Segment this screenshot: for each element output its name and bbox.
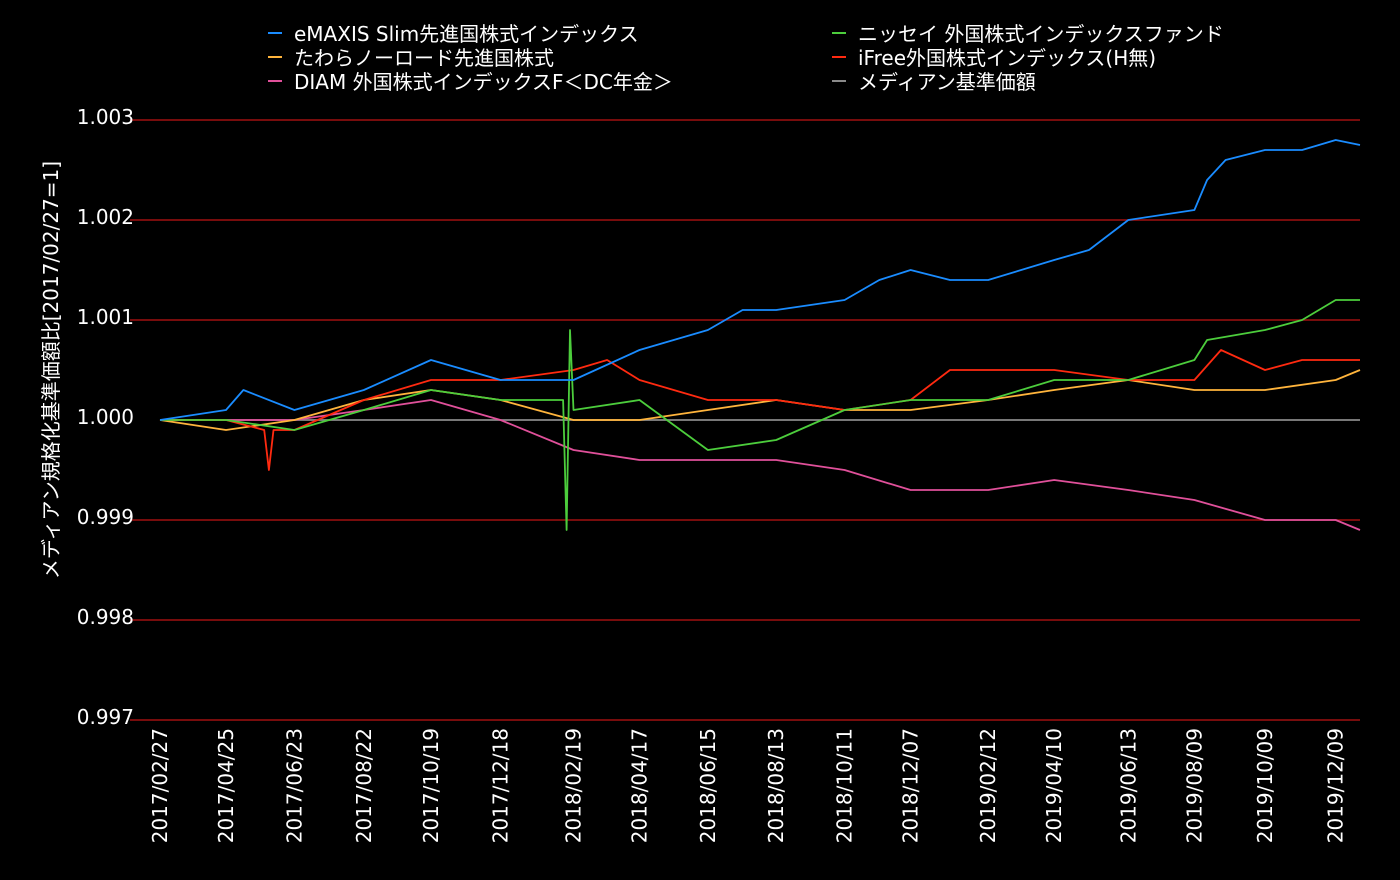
y-tick-label: 1.002: [77, 205, 134, 229]
x-tick-label: 2019/02/12: [976, 728, 1000, 843]
legend-label: iFree外国株式インデックス(H無): [858, 46, 1157, 70]
x-tick-label: 2017/08/22: [352, 728, 376, 843]
y-tick-label: 0.998: [77, 605, 134, 629]
y-tick-label: 1.003: [77, 105, 134, 129]
y-tick-label: 0.997: [77, 705, 134, 729]
legend-label: ニッセイ 外国株式インデックスファンド: [858, 22, 1224, 46]
legend-item: eMAXIS Slim先進国株式インデックス: [268, 18, 639, 47]
legend-swatch: [268, 55, 282, 58]
legend-item: ニッセイ 外国株式インデックスファンド: [832, 18, 1224, 47]
legend-label: メディアン基準価額: [858, 70, 1036, 94]
legend-item: iFree外国株式インデックス(H無): [832, 42, 1156, 71]
x-tick-label: 2017/10/19: [419, 728, 443, 843]
y-tick-label: 1.001: [77, 305, 134, 329]
series-line: [160, 299, 1360, 531]
x-tick-label: 2018/02/19: [562, 728, 586, 843]
legend-label: DIAM 外国株式インデックスF＜DC年金＞: [294, 70, 673, 94]
x-tick-label: 2019/06/13: [1116, 728, 1140, 843]
x-tick-label: 2018/08/13: [764, 728, 788, 843]
x-tick-label: 2018/04/17: [628, 728, 652, 843]
legend-item: メディアン基準価額: [832, 66, 1036, 95]
x-tick-label: 2018/12/07: [899, 728, 923, 843]
x-tick-label: 2018/10/11: [833, 728, 857, 843]
series-line: [160, 349, 1360, 471]
y-tick-label: 0.999: [77, 505, 134, 529]
legend-label: eMAXIS Slim先進国株式インデックス: [294, 22, 639, 46]
legend-item: たわらノーロード先進国株式: [268, 42, 554, 71]
x-tick-label: 2018/06/15: [696, 728, 720, 843]
y-axis-title: メディアン規格化基準価額比[2017/02/27=1]: [39, 161, 63, 579]
legend-item: DIAM 外国株式インデックスF＜DC年金＞: [268, 66, 673, 95]
x-tick-label: 2017/06/23: [282, 728, 306, 843]
x-tick-label: 2017/12/18: [489, 728, 513, 843]
legend-swatch: [832, 55, 846, 58]
x-tick-label: 2017/04/25: [214, 728, 238, 843]
x-tick-label: 2019/10/09: [1253, 728, 1277, 843]
legend-swatch: [268, 31, 282, 34]
series-line: [159, 139, 1361, 421]
y-tick-label: 1.000: [77, 405, 134, 429]
legend-swatch: [832, 79, 846, 82]
x-tick-label: 2019/04/10: [1042, 728, 1066, 843]
legend-swatch: [268, 79, 282, 82]
x-tick-label: 2019/08/09: [1182, 728, 1206, 843]
legend-swatch: [832, 31, 846, 34]
x-tick-label: 2017/02/27: [148, 728, 172, 843]
legend-label: たわらノーロード先進国株式: [294, 46, 554, 70]
x-tick-label: 2019/12/09: [1324, 728, 1348, 843]
